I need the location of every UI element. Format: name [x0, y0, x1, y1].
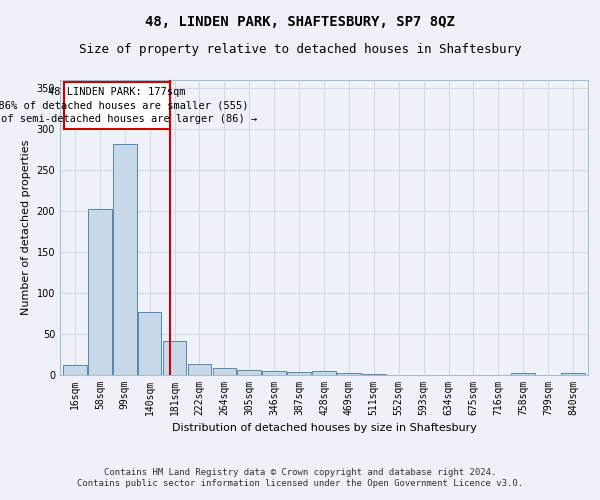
X-axis label: Distribution of detached houses by size in Shaftesbury: Distribution of detached houses by size … — [172, 424, 476, 434]
Bar — [511, 372, 535, 375]
Bar — [113, 144, 137, 375]
Bar — [163, 340, 187, 375]
Bar — [188, 364, 211, 375]
Bar — [561, 374, 585, 375]
FancyBboxPatch shape — [64, 82, 170, 129]
Text: 48 LINDEN PARK: 177sqm: 48 LINDEN PARK: 177sqm — [48, 86, 185, 97]
Bar — [138, 312, 161, 375]
Bar — [63, 365, 87, 375]
Y-axis label: Number of detached properties: Number of detached properties — [21, 140, 31, 315]
Text: Contains HM Land Registry data © Crown copyright and database right 2024.
Contai: Contains HM Land Registry data © Crown c… — [77, 468, 523, 487]
Bar — [362, 374, 386, 375]
Text: 48, LINDEN PARK, SHAFTESBURY, SP7 8QZ: 48, LINDEN PARK, SHAFTESBURY, SP7 8QZ — [145, 15, 455, 29]
Bar — [262, 371, 286, 375]
Text: 13% of semi-detached houses are larger (86) →: 13% of semi-detached houses are larger (… — [0, 114, 257, 124]
Text: ← 86% of detached houses are smaller (555): ← 86% of detached houses are smaller (55… — [0, 100, 248, 110]
Bar — [312, 371, 336, 375]
Bar — [238, 370, 261, 375]
Bar — [337, 374, 361, 375]
Bar — [88, 210, 112, 375]
Bar — [212, 368, 236, 375]
Text: Size of property relative to detached houses in Shaftesbury: Size of property relative to detached ho… — [79, 42, 521, 56]
Bar — [287, 372, 311, 375]
